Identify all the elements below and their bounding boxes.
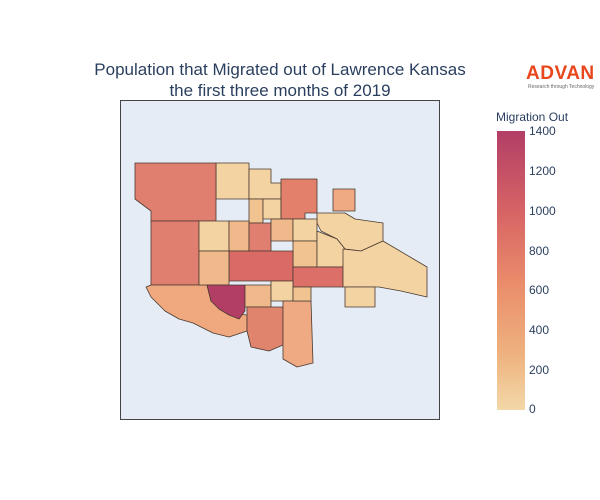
title-line-2: the first three months of 2019 (169, 81, 391, 100)
choropleth-map[interactable] (121, 101, 439, 419)
region-center-3[interactable] (292, 218, 318, 242)
map-plot-area[interactable] (120, 100, 440, 420)
region-west-center[interactable] (150, 220, 200, 286)
advan-logo: ADVAN Research through Technology (526, 63, 596, 91)
region-south-mid[interactable] (292, 286, 312, 302)
region-central-east[interactable] (292, 266, 344, 288)
region-small-island[interactable] (332, 188, 356, 212)
region-south-center-1[interactable] (244, 284, 272, 308)
region-north-mid-2[interactable] (262, 198, 282, 220)
colorbar-title: Migration Out (496, 110, 569, 124)
colorbar-tick: 0 (529, 402, 536, 416)
map-title: Population that Migrated out of Lawrence… (40, 59, 520, 101)
region-south-center[interactable] (246, 306, 284, 352)
region-east-small[interactable] (344, 286, 376, 308)
colorbar-tick: 1000 (529, 204, 556, 218)
colorbar-gradient (497, 131, 525, 410)
region-north-east-block[interactable] (280, 178, 318, 220)
colorbar-tick: 600 (529, 283, 550, 297)
region-west-large[interactable] (134, 162, 217, 222)
region-center[interactable] (228, 250, 294, 282)
colorbar-tick: 800 (529, 244, 550, 258)
colorbar-tick: 200 (529, 363, 550, 377)
region-center-left-2[interactable] (228, 220, 250, 252)
region-south-east[interactable] (282, 300, 314, 368)
region-south-center-2[interactable] (270, 280, 294, 302)
region-northwest-upper[interactable] (215, 162, 250, 200)
logo-tagline: Research through Technology (528, 84, 595, 90)
region-north-mid-1[interactable] (248, 198, 264, 224)
region-north-upper[interactable] (248, 168, 282, 200)
colorbar-tick: 400 (529, 323, 550, 337)
region-center-4[interactable] (292, 240, 318, 268)
region-center-left[interactable] (198, 220, 230, 252)
region-center-6[interactable] (198, 250, 230, 286)
title-line-1: Population that Migrated out of Lawrence… (94, 60, 466, 79)
colorbar-tick: 1400 (529, 124, 556, 138)
colorbar-tick: 1200 (529, 164, 556, 178)
logo-wordmark: ADVAN (526, 63, 595, 84)
region-center-1[interactable] (248, 222, 272, 252)
region-center-2[interactable] (270, 218, 294, 242)
